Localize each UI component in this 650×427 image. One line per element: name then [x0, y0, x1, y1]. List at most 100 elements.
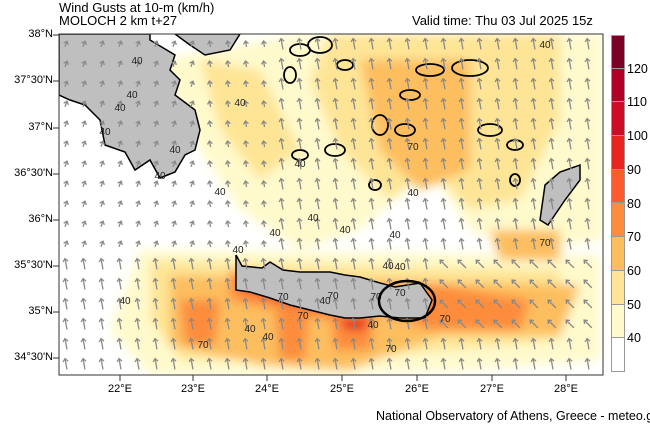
wind-arrow — [584, 337, 591, 350]
wind-arrow — [135, 160, 141, 168]
wind-arrow — [386, 117, 393, 130]
wind-arrow — [332, 157, 339, 170]
wind-arrow — [314, 37, 321, 50]
wind-arrow — [566, 137, 573, 150]
wind-arrow — [62, 317, 69, 330]
wind-arrow — [458, 137, 465, 150]
wind-arrow — [386, 157, 393, 170]
wind-arrow — [476, 237, 483, 250]
wind-arrow — [117, 240, 123, 248]
wind-arrow — [171, 240, 177, 248]
contour-label: 70 — [439, 314, 451, 325]
wind-arrow — [99, 80, 105, 88]
wind-arrow — [422, 257, 429, 270]
wind-arrow — [260, 297, 267, 310]
wind-arrow — [99, 140, 105, 148]
wind-arrow — [260, 100, 267, 108]
wind-arrow — [458, 117, 465, 130]
wind-arrow — [529, 259, 539, 269]
wind-arrow — [332, 37, 339, 50]
wind-arrow — [314, 57, 321, 70]
wind-arrow — [422, 217, 429, 230]
wind-arrow — [242, 40, 249, 48]
wind-arrow — [81, 220, 87, 228]
wind-arrow — [170, 277, 177, 290]
island-outline — [307, 36, 333, 54]
wind-arrow — [404, 157, 411, 170]
wind-arrow — [171, 220, 177, 228]
wind-arrow — [171, 80, 177, 88]
wind-arrow — [458, 77, 465, 90]
wind-arrow — [224, 220, 231, 228]
wind-arrow — [224, 140, 231, 148]
wind-arrow — [548, 157, 555, 170]
wind-arrow — [512, 177, 519, 190]
wind-arrow — [278, 177, 285, 190]
wind-arrow — [404, 197, 411, 210]
contour-label: 40 — [214, 187, 226, 198]
wind-arrow — [439, 259, 449, 269]
wind-arrow — [530, 177, 537, 190]
wind-arrow — [98, 337, 105, 350]
wind-arrow — [458, 337, 465, 350]
wind-arrow — [368, 117, 375, 130]
wind-arrow — [493, 319, 503, 329]
colorbar-label: 110 — [627, 95, 647, 110]
wind-arrow — [548, 177, 555, 190]
wind-arrow — [386, 197, 393, 210]
wind-arrow — [117, 180, 123, 188]
wind-arrow — [63, 100, 69, 108]
island-outline — [368, 179, 382, 191]
wind-arrow — [530, 357, 537, 370]
wind-arrow — [278, 157, 285, 170]
wind-arrow — [386, 77, 393, 90]
wind-arrow — [547, 299, 557, 309]
wind-arrow — [152, 277, 159, 290]
wind-arrow — [458, 197, 465, 210]
colorbar-segment — [611, 35, 625, 69]
wind-arrow — [494, 77, 501, 90]
wind-arrow — [170, 337, 177, 350]
contour-label: 40 — [234, 98, 246, 109]
wind-arrow — [440, 77, 447, 90]
wind-arrow — [189, 120, 195, 128]
wind-arrow — [153, 200, 159, 208]
wind-arrow — [81, 40, 87, 48]
wind-arrow — [260, 240, 267, 248]
land — [59, 34, 581, 319]
wind-arrow — [206, 180, 213, 188]
wind-arrow — [206, 140, 213, 148]
wind-arrow — [116, 297, 123, 310]
wind-arrow — [117, 60, 123, 68]
wind-arrow — [188, 257, 195, 270]
wind-arrow — [242, 240, 249, 248]
wind-arrow — [63, 180, 69, 188]
colorbar-segment — [611, 304, 625, 339]
contour-label: 40 — [262, 332, 274, 343]
wind-arrow — [116, 277, 123, 290]
contour-label: 70 — [277, 292, 289, 303]
wind-arrow — [171, 160, 177, 168]
wind-arrow — [476, 197, 483, 210]
wind-arrow — [224, 160, 231, 168]
axis-ticks — [53, 34, 567, 381]
wind-arrow — [189, 100, 195, 108]
wind-arrow — [135, 180, 141, 188]
wind-arrow — [296, 177, 303, 190]
colorbar-segment — [611, 237, 625, 271]
colorbar-label: 100 — [627, 129, 648, 144]
wind-arrow — [206, 80, 213, 88]
contour-label: 70 — [297, 311, 309, 322]
wind-arrow — [350, 57, 357, 70]
wind-arrow — [242, 337, 249, 350]
island-outline — [399, 89, 421, 101]
wind-arrow — [242, 357, 249, 370]
colorbar-label: 120 — [627, 61, 648, 76]
wind-arrow — [135, 60, 141, 68]
wind-arrow — [134, 357, 141, 370]
wind-arrow — [458, 97, 465, 110]
wind-arrow — [493, 279, 503, 289]
wind-arrow — [224, 120, 231, 128]
wind-arrow — [260, 257, 267, 270]
wind-arrow — [99, 180, 105, 188]
